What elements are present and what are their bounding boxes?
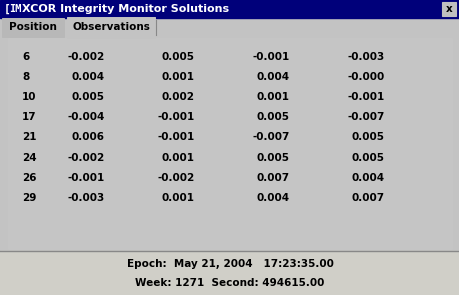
Text: -0.007: -0.007 — [252, 132, 289, 142]
Text: 17: 17 — [22, 112, 37, 122]
Text: -0.001: -0.001 — [347, 92, 384, 102]
Text: IM: IM — [9, 4, 22, 14]
Text: 0.006: 0.006 — [72, 132, 105, 142]
Text: 0.004: 0.004 — [72, 72, 105, 82]
Text: -0.001: -0.001 — [252, 52, 289, 62]
Text: -0.003: -0.003 — [347, 52, 384, 62]
Text: 0.007: 0.007 — [351, 193, 384, 203]
Text: 0.005: 0.005 — [351, 153, 384, 163]
Text: Week: 1271  Second: 494615.00: Week: 1271 Second: 494615.00 — [135, 278, 324, 288]
Text: 24: 24 — [22, 153, 37, 163]
Text: -0.001: -0.001 — [157, 132, 195, 142]
Text: 29: 29 — [22, 193, 36, 203]
Text: 26: 26 — [22, 173, 36, 183]
Bar — [0, 0, 459, 18]
Text: 0.004: 0.004 — [256, 72, 289, 82]
Text: 0.004: 0.004 — [256, 193, 289, 203]
Text: XCOR Integrity Monitor Solutions: XCOR Integrity Monitor Solutions — [22, 4, 229, 14]
Text: 10: 10 — [22, 92, 36, 102]
Text: 0.005: 0.005 — [257, 112, 289, 122]
Text: 0.007: 0.007 — [256, 173, 289, 183]
Text: -0.004: -0.004 — [67, 112, 105, 122]
Text: Observations: Observations — [72, 22, 150, 32]
Text: 0.005: 0.005 — [72, 92, 105, 102]
Text: -0.001: -0.001 — [157, 112, 195, 122]
Text: -0.001: -0.001 — [67, 173, 105, 183]
Text: 0.005: 0.005 — [162, 52, 195, 62]
Text: -0.003: -0.003 — [67, 193, 105, 203]
Text: -0.000: -0.000 — [347, 72, 384, 82]
Text: [: [ — [4, 4, 11, 14]
Text: 0.005: 0.005 — [257, 153, 289, 163]
Bar — [8, 38, 451, 249]
Text: -0.002: -0.002 — [67, 52, 105, 62]
Text: 0.001: 0.001 — [257, 92, 289, 102]
Text: 0.001: 0.001 — [162, 153, 195, 163]
Text: 0.005: 0.005 — [351, 132, 384, 142]
Text: x: x — [445, 4, 451, 14]
Bar — [2, 18, 64, 37]
Text: 21: 21 — [22, 132, 36, 142]
Bar — [0, 251, 459, 295]
Text: 6: 6 — [22, 52, 29, 62]
Text: 0.004: 0.004 — [351, 173, 384, 183]
Text: 0.001: 0.001 — [162, 193, 195, 203]
Text: Position: Position — [9, 22, 57, 32]
Bar — [0, 18, 459, 38]
Bar — [67, 17, 155, 38]
Bar — [441, 2, 455, 16]
Text: -0.007: -0.007 — [347, 112, 384, 122]
Text: -0.002: -0.002 — [157, 173, 195, 183]
Text: 0.002: 0.002 — [162, 92, 195, 102]
Text: Epoch:  May 21, 2004   17:23:35.00: Epoch: May 21, 2004 17:23:35.00 — [126, 259, 333, 269]
Text: -0.002: -0.002 — [67, 153, 105, 163]
Text: 0.001: 0.001 — [162, 72, 195, 82]
Text: 8: 8 — [22, 72, 29, 82]
